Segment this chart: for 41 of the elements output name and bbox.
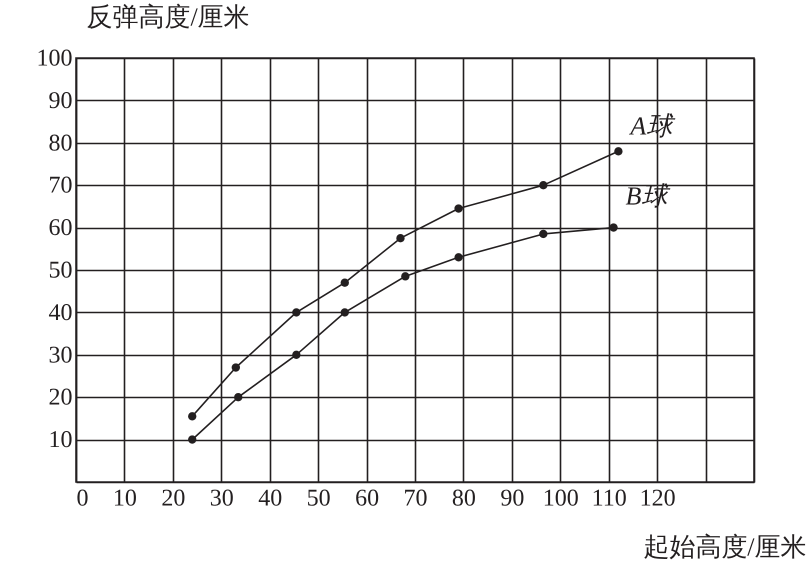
x-tick-label: 80 — [452, 486, 476, 512]
y-tick-label: 100 — [36, 46, 72, 72]
point — [614, 147, 623, 156]
x-tick-label: 90 — [500, 486, 524, 512]
x-tick-label: 120 — [640, 486, 676, 512]
point — [454, 253, 463, 262]
y-tick-label: 50 — [48, 258, 72, 284]
x-tick-label: 50 — [306, 486, 331, 512]
y-tick-label: 60 — [48, 215, 72, 242]
x-tick-label: 110 — [592, 486, 627, 512]
y-tick-label: 10 — [48, 427, 72, 454]
y-tick-label: 40 — [48, 300, 72, 326]
point — [609, 223, 618, 232]
point — [539, 181, 548, 190]
y-axis-title: 反弹高度/厘米 — [86, 2, 250, 32]
point — [188, 412, 196, 420]
point — [396, 234, 405, 242]
point — [234, 393, 242, 402]
x-tick-label: 30 — [210, 486, 234, 512]
y-tick-label: 20 — [48, 384, 72, 411]
x-tick-label: 0 — [76, 486, 88, 512]
point — [401, 272, 410, 281]
x-tick-label: 10 — [112, 486, 137, 512]
point — [340, 278, 349, 287]
x-tick-label: 40 — [258, 486, 282, 512]
point — [188, 435, 196, 444]
y-tick-label: 70 — [48, 172, 72, 199]
point — [292, 308, 301, 317]
point — [292, 350, 301, 359]
point — [539, 230, 548, 238]
point — [232, 363, 240, 372]
y-tick-label: 30 — [48, 342, 72, 368]
y-tick-label: 90 — [48, 88, 72, 114]
point — [454, 204, 463, 213]
x-tick-label: 100 — [542, 486, 579, 512]
x-tick-label: 60 — [355, 486, 380, 512]
x-tick-label: 20 — [161, 486, 186, 512]
x-tick-label: 70 — [404, 486, 428, 512]
point — [340, 308, 349, 317]
y-tick-label: 80 — [48, 130, 72, 156]
x-axis-title: 起始高度/厘米 — [643, 532, 806, 562]
